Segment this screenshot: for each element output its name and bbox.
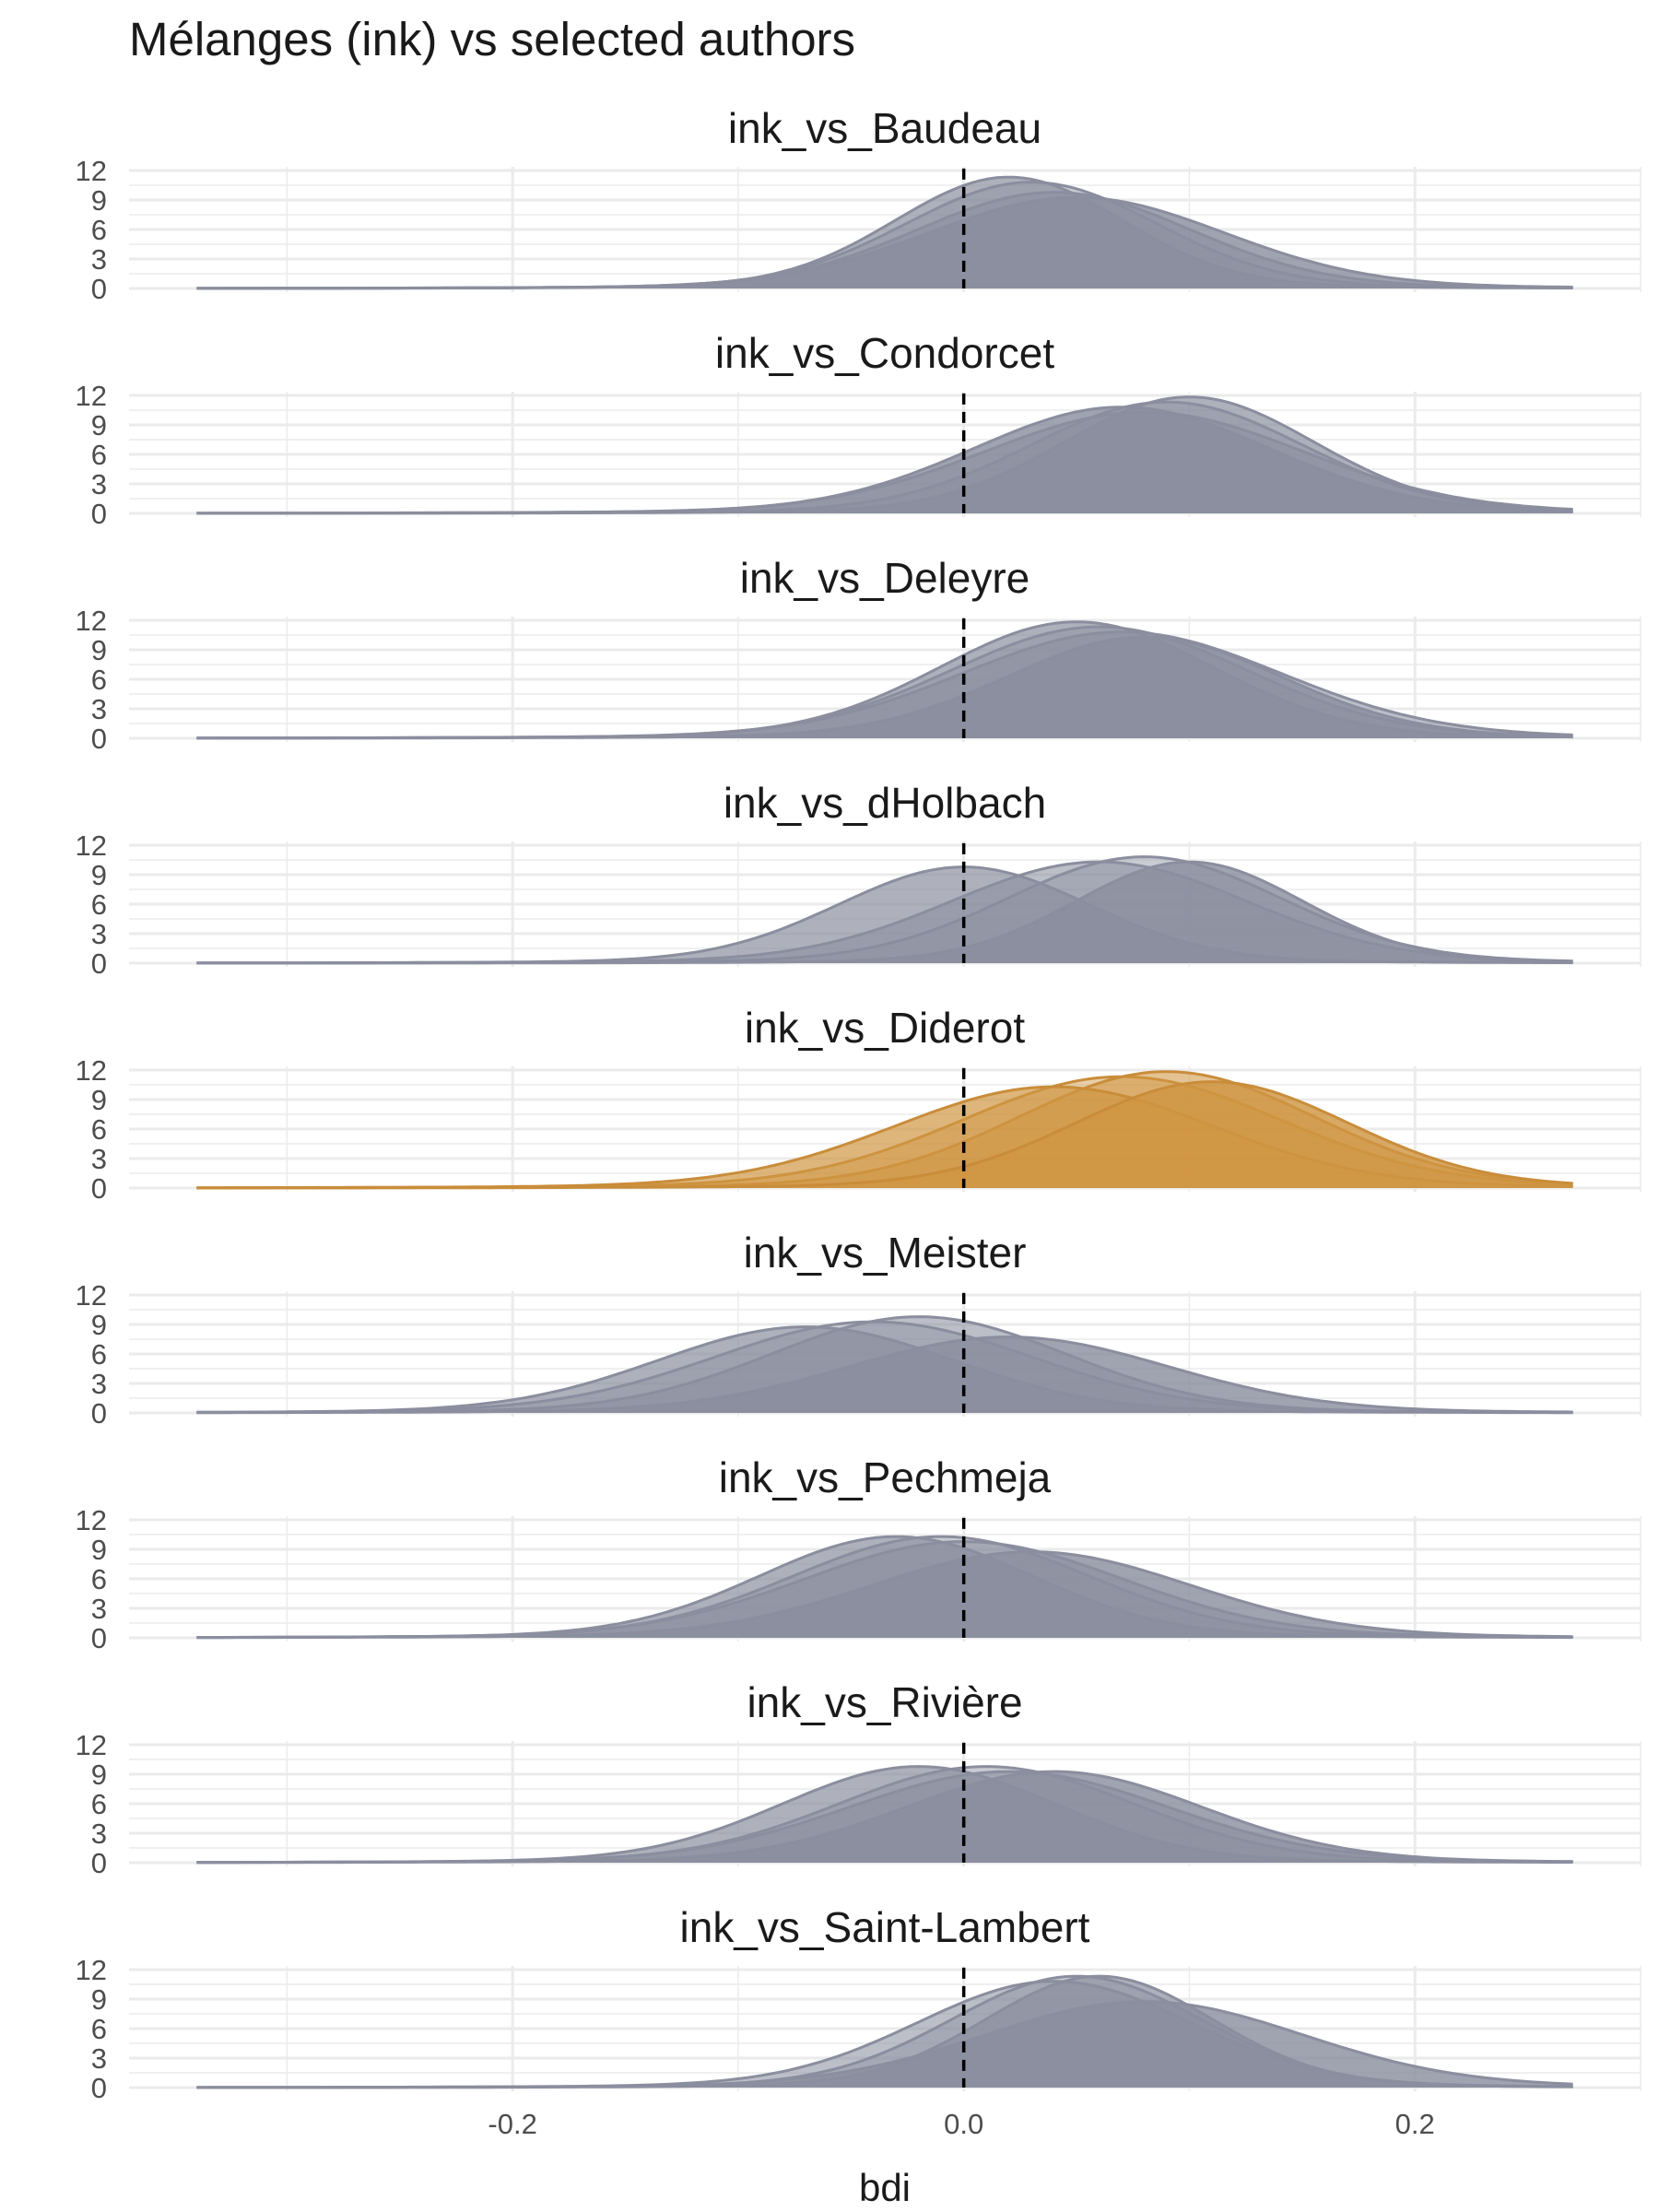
y-tick-label: 9 bbox=[91, 1983, 107, 2016]
y-tick-label: 3 bbox=[91, 2042, 107, 2075]
facet-strip-title: ink_vs_Meister bbox=[744, 1229, 1027, 1277]
density-line bbox=[196, 1335, 1573, 1415]
y-tick-label: 0 bbox=[91, 1172, 107, 1205]
x-tick-label: -0.2 bbox=[488, 2108, 536, 2140]
y-tick-label: 0 bbox=[91, 723, 107, 755]
y-tick-label: 6 bbox=[91, 214, 107, 246]
y-tick-label: 9 bbox=[91, 634, 107, 666]
facet-strip-title: ink_vs_Pechmeja bbox=[719, 1453, 1052, 1501]
y-tick-label: 3 bbox=[91, 918, 107, 950]
density-line bbox=[196, 195, 1573, 290]
y-tick-label: 12 bbox=[76, 1279, 107, 1312]
facet-strip-title: ink_vs_Deleyre bbox=[740, 554, 1030, 602]
facet-strip-title: ink_vs_Saint-Lambert bbox=[680, 1903, 1090, 1951]
y-tick-label: 6 bbox=[91, 888, 107, 921]
y-tick-label: 3 bbox=[91, 468, 107, 500]
y-tick-label: 3 bbox=[91, 1593, 107, 1625]
y-tick-label: 12 bbox=[76, 830, 107, 862]
y-tick-label: 9 bbox=[91, 1084, 107, 1116]
density-line bbox=[196, 406, 1573, 515]
y-tick-label: 9 bbox=[91, 859, 107, 891]
density-area bbox=[196, 637, 1573, 738]
y-tick-label: 3 bbox=[91, 1143, 107, 1175]
facet-strip-title: ink_vs_Condorcet bbox=[715, 329, 1054, 377]
y-tick-label: 6 bbox=[91, 1113, 107, 1146]
y-tick-label: 6 bbox=[91, 439, 107, 471]
facet-strip-title: ink_vs_Baudeau bbox=[728, 104, 1041, 152]
y-tick-label: 12 bbox=[76, 155, 107, 187]
y-tick-label: 3 bbox=[91, 693, 107, 725]
x-axis-label: bdi bbox=[859, 2166, 911, 2209]
density-area bbox=[196, 2001, 1573, 2088]
y-tick-label: 12 bbox=[76, 1054, 107, 1087]
density-line bbox=[196, 1770, 1573, 1865]
density-line bbox=[196, 635, 1573, 740]
facet-panels: ink_vs_Baudeau036912ink_vs_Condorcet0369… bbox=[76, 104, 1641, 2104]
x-axis: -0.2 0.0 0.2 bbox=[488, 2108, 1434, 2140]
y-tick-label: 12 bbox=[76, 1954, 107, 1986]
y-tick-label: 9 bbox=[91, 1534, 107, 1566]
y-tick-label: 0 bbox=[91, 498, 107, 530]
density-area bbox=[196, 1771, 1573, 1863]
y-tick-label: 0 bbox=[91, 2072, 107, 2104]
density-area bbox=[196, 177, 1573, 288]
y-tick-label: 9 bbox=[91, 409, 107, 441]
facet-strip-title: ink_vs_dHolbach bbox=[724, 779, 1046, 827]
x-tick-label: 0.0 bbox=[944, 2108, 983, 2140]
density-line bbox=[196, 1080, 1573, 1190]
y-tick-label: 0 bbox=[91, 1847, 107, 1879]
y-tick-label: 9 bbox=[91, 1759, 107, 1791]
y-tick-label: 3 bbox=[91, 1368, 107, 1400]
y-tick-label: 6 bbox=[91, 664, 107, 696]
y-tick-label: 12 bbox=[76, 1729, 107, 1761]
facet-strip-title: ink_vs_Diderot bbox=[745, 1004, 1025, 1052]
density-area bbox=[196, 406, 1573, 513]
y-tick-label: 0 bbox=[91, 1622, 107, 1654]
x-tick-label: 0.2 bbox=[1395, 2108, 1435, 2140]
y-tick-label: 12 bbox=[76, 380, 107, 412]
y-tick-label: 3 bbox=[91, 1818, 107, 1850]
facet-strip-title: ink_vs_Rivière bbox=[747, 1678, 1022, 1726]
density-line bbox=[196, 1550, 1573, 1640]
density-area bbox=[196, 866, 1573, 963]
density-area bbox=[196, 1336, 1573, 1413]
y-tick-label: 6 bbox=[91, 1563, 107, 1595]
y-tick-label: 6 bbox=[91, 2013, 107, 2045]
y-tick-label: 0 bbox=[91, 1397, 107, 1430]
y-tick-label: 12 bbox=[76, 605, 107, 637]
y-tick-label: 9 bbox=[91, 184, 107, 217]
y-tick-label: 0 bbox=[91, 273, 107, 305]
density-line bbox=[196, 2000, 1573, 2089]
y-tick-label: 0 bbox=[91, 947, 107, 980]
density-area bbox=[196, 1081, 1573, 1188]
density-area bbox=[196, 197, 1573, 288]
y-tick-label: 3 bbox=[91, 243, 107, 276]
chart-title: Mélanges (ink) vs selected authors bbox=[129, 13, 855, 65]
y-tick-label: 6 bbox=[91, 1788, 107, 1820]
density-line bbox=[196, 860, 1573, 965]
density-area bbox=[196, 862, 1573, 963]
y-tick-label: 12 bbox=[76, 1504, 107, 1536]
density-area bbox=[196, 1551, 1573, 1638]
y-tick-label: 9 bbox=[91, 1309, 107, 1341]
y-tick-label: 6 bbox=[91, 1338, 107, 1371]
